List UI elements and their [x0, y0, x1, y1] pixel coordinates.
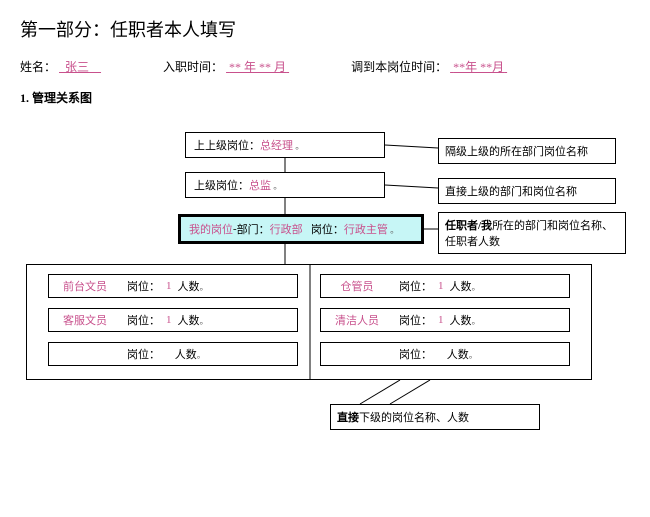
box-parent: 上级岗位：总监 。 — [185, 172, 385, 198]
name-label: 姓名： — [20, 60, 56, 74]
annot-subordinates: 直接下级的岗位名称、人数 — [330, 404, 540, 430]
annot-parent: 直接上级的部门和岗位名称 — [438, 178, 616, 204]
form-row: 姓名： 张三 入职时间： ** 年 ** 月 调到本岗位时间： **年 **月 — [20, 58, 630, 75]
section-title: 第一部分：任职者本人填写 — [20, 16, 630, 42]
annot-me: 任职者/我所在的部门和岗位名称、任职者人数 — [438, 212, 626, 254]
transfer-value: **年 **月 — [450, 60, 507, 74]
name-value: 张三 — [59, 60, 101, 74]
box-me: 我的岗位- 部门：行政部 岗位：行政主管 。 — [178, 214, 424, 244]
join-value: ** 年 ** 月 — [226, 60, 289, 74]
subordinate-box: 清洁人员岗位：1人数 。 — [320, 308, 570, 332]
subsection-title: 1. 管理关系图 — [20, 89, 630, 106]
box-grandparent: 上上级岗位：总经理 。 — [185, 132, 385, 158]
subordinate-box: 仓管员岗位：1人数 。 — [320, 274, 570, 298]
transfer-label: 调到本岗位时间： — [351, 60, 447, 74]
subordinate-box: 岗位： 人数 。 — [48, 342, 298, 366]
annot-grandparent: 隔级上级的所在部门岗位名称 — [438, 138, 616, 164]
org-chart: 上上级岗位：总经理 。 上级岗位：总监 。 我的岗位- 部门：行政部 岗位：行政… — [20, 112, 630, 492]
subordinate-box: 前台文员岗位：1人数 。 — [48, 274, 298, 298]
join-label: 入职时间： — [163, 60, 223, 74]
subordinate-box: 岗位： 人数 。 — [320, 342, 570, 366]
subordinate-box: 客服文员岗位：1人数 。 — [48, 308, 298, 332]
